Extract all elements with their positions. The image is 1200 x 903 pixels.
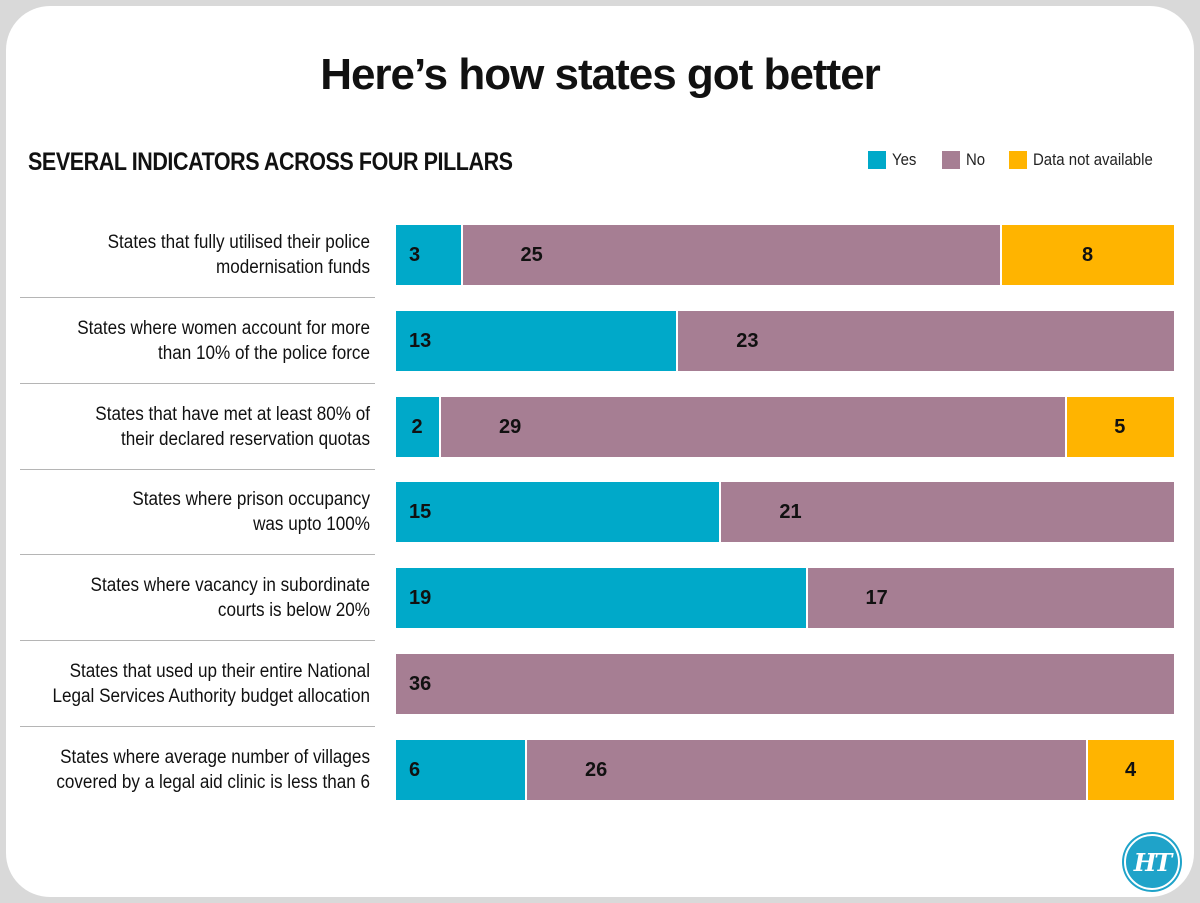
row-label-line: States that have met at least 80% of <box>95 404 370 425</box>
bar-segment-no <box>441 397 1065 457</box>
bar-track: 3 25 8 <box>396 225 1174 285</box>
bar-segment-yes <box>396 225 461 285</box>
legend-item-no: No <box>941 150 988 170</box>
bar-track: 13 23 <box>396 311 1174 371</box>
logo-text: HT <box>1133 847 1173 877</box>
ht-logo-icon: HT <box>1124 834 1180 890</box>
row-label: States that fully utilised their police m… <box>51 230 370 280</box>
row-divider <box>20 554 375 555</box>
row-label: States that used up their entire Nationa… <box>51 659 370 709</box>
row-label: States where prison occupancy was upto 10… <box>51 487 370 537</box>
data-label: 4 <box>1125 759 1137 781</box>
bar-track: 36 <box>396 654 1174 714</box>
bar-segment-data-not-available <box>1002 225 1174 285</box>
row-label-line: modernisation funds <box>216 257 370 278</box>
data-label: 17 <box>865 587 888 609</box>
chart-card: Here’s how states got better SEVERAL IND… <box>6 6 1194 897</box>
legend-swatch-no <box>941 151 960 169</box>
bar-segment-yes <box>396 482 720 542</box>
row-label-line: States where prison occupancy <box>132 489 370 510</box>
data-label: 26 <box>585 759 608 781</box>
data-label: 5 <box>1114 416 1126 438</box>
data-label: 13 <box>409 330 432 352</box>
row-label-line: covered by a legal aid clinic is less th… <box>56 772 370 793</box>
data-label: 8 <box>1082 244 1094 266</box>
legend-swatch-yes <box>868 151 886 169</box>
row-label-line: was upto 100% <box>253 514 370 535</box>
legend-item-data-not-available: Data not available <box>1009 150 1169 170</box>
bar-track: 6 26 4 <box>396 740 1174 800</box>
bar-segment-data-not-available <box>1066 397 1174 457</box>
row-label-line: than 10% of the police force <box>158 343 370 364</box>
data-label: 6 <box>409 759 421 781</box>
data-label: 29 <box>499 416 522 438</box>
row-label: States where women account for more than … <box>51 316 370 366</box>
chart-title: Here’s how states got better <box>320 50 881 99</box>
bar-segment-data-not-available <box>1088 740 1174 800</box>
row-label-line: Legal Services Authority budget allocati… <box>52 686 371 707</box>
bar-segment-yes <box>396 311 677 371</box>
data-label: 2 <box>411 416 423 438</box>
data-label: 36 <box>409 673 432 695</box>
legend-label-no: No <box>965 150 985 169</box>
data-label: 19 <box>409 587 432 609</box>
bar-segment-no <box>678 311 1174 371</box>
row-label: States where vacancy in subordinate court… <box>51 573 370 623</box>
bar-segment-no <box>462 225 1000 285</box>
row-divider <box>20 640 375 641</box>
bar-track: 2 29 5 <box>396 397 1174 457</box>
row-divider <box>20 383 375 384</box>
row-divider <box>20 297 375 298</box>
row-label-line: courts is below 20% <box>217 600 370 621</box>
legend-swatch-data-not-available <box>1009 151 1028 169</box>
legend-item-yes: Yes <box>868 150 920 170</box>
bar-track: 15 21 <box>396 482 1174 542</box>
row-divider <box>20 726 375 727</box>
bar-track: 19 17 <box>396 568 1174 628</box>
legend-label-yes: Yes <box>892 150 917 169</box>
row-label-line: States that fully utilised their police <box>107 232 370 253</box>
row-label: States where average number of villages c… <box>51 745 370 795</box>
row-label-line: States that used up their entire Nationa… <box>69 661 370 682</box>
bar-segment-no <box>396 654 1174 714</box>
legend-label-data-not-available: Data not available <box>1033 150 1154 169</box>
bar-segment-no <box>807 568 1174 628</box>
row-divider <box>20 469 375 470</box>
bar-segment-yes <box>396 397 439 457</box>
bar-segment-yes <box>396 568 806 628</box>
legend: Yes No Data not available <box>868 150 1170 170</box>
row-label-line: States where average number of villages <box>60 747 370 768</box>
bar-segment-no <box>721 482 1174 542</box>
bar-segment-no <box>527 740 1086 800</box>
row-label-line: States where women account for more <box>77 318 371 339</box>
row-label-line: States where vacancy in subordinate <box>90 575 370 596</box>
bar-segment-yes <box>396 740 525 800</box>
row-label-line: their declared reservation quotas <box>120 429 370 450</box>
row-label: States that have met at least 80% of thei… <box>51 402 370 452</box>
data-label: 25 <box>520 244 543 266</box>
data-label: 23 <box>736 330 759 352</box>
data-label: 15 <box>409 501 432 523</box>
data-label: 3 <box>409 244 421 266</box>
data-label: 21 <box>779 501 802 523</box>
chart-subtitle: SEVERAL INDICATORS ACROSS FOUR PILLARS <box>28 148 513 176</box>
